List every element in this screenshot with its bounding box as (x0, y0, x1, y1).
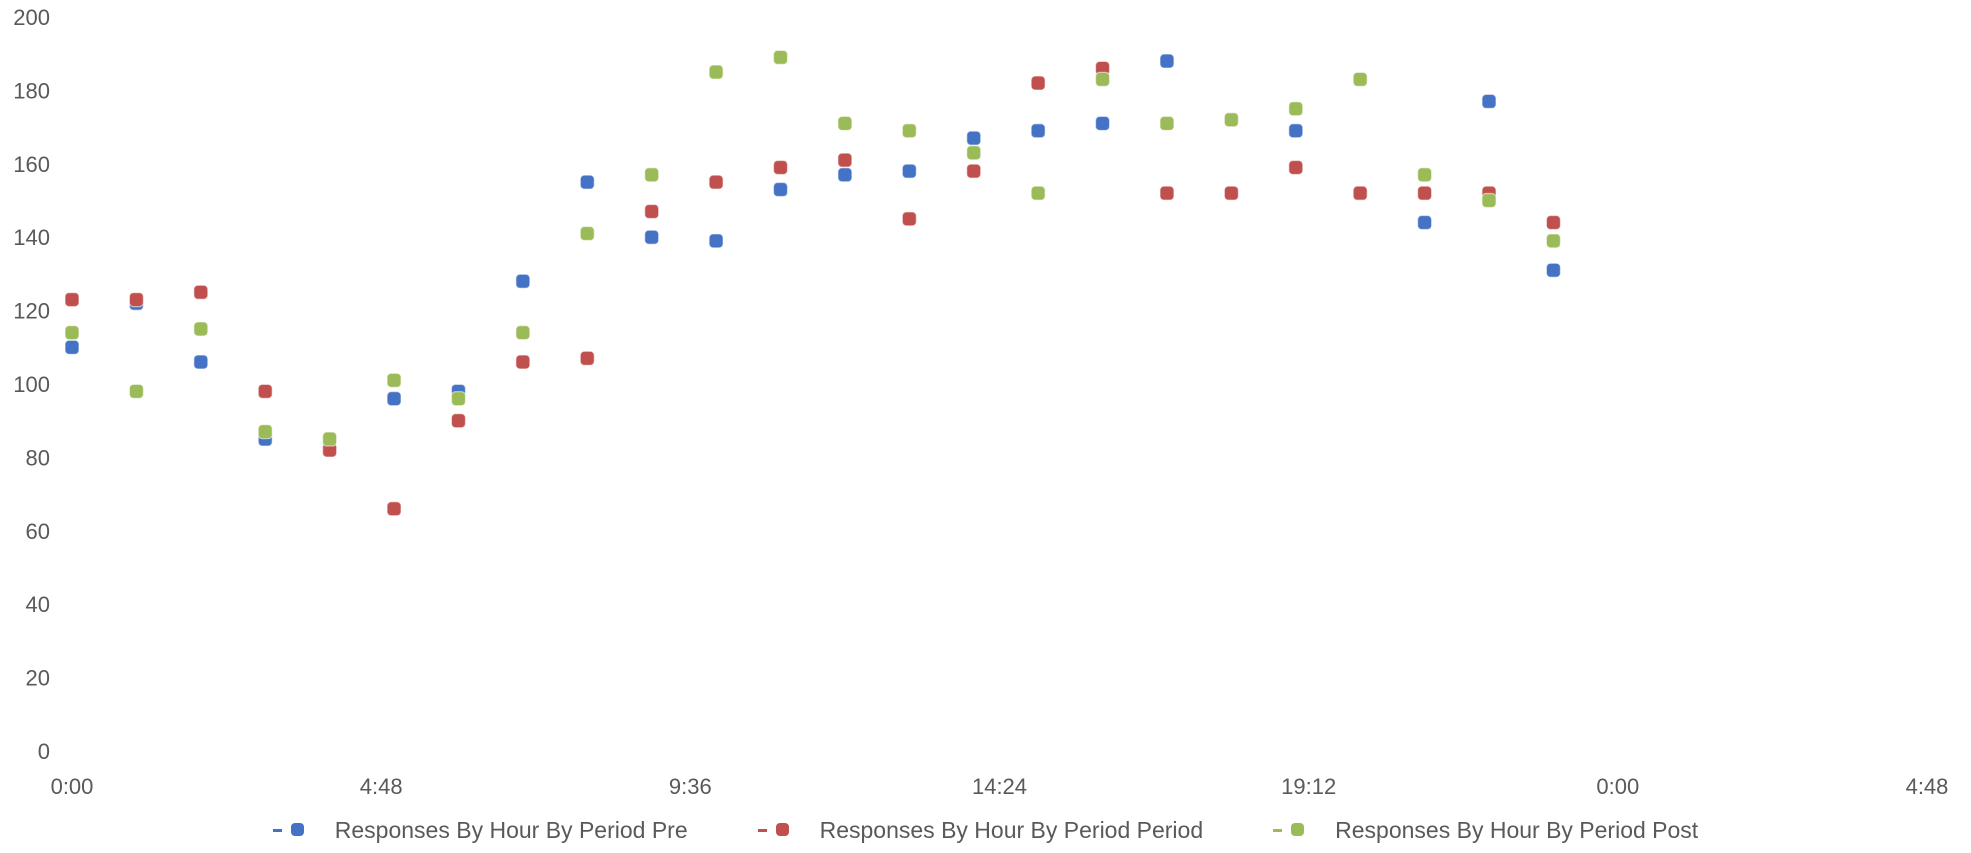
data-point-post[interactable] (1545, 233, 1562, 249)
series-period (64, 60, 1562, 517)
data-point-pre[interactable] (515, 273, 531, 289)
x-tick-label: 0:00 (51, 774, 94, 799)
data-point-pre[interactable] (1288, 123, 1304, 139)
data-point-pre[interactable] (966, 130, 982, 146)
data-point-post[interactable] (966, 145, 982, 161)
y-axis-ticks: 0 20 40 60 80 100 120 140 160 180 200 (13, 5, 50, 764)
data-point-period[interactable] (1223, 185, 1239, 201)
data-point-period[interactable] (450, 413, 467, 429)
plot-area (64, 49, 1562, 517)
x-axis-ticks: 0:00 4:48 9:36 14:24 19:12 0:00 4:48 (51, 774, 1949, 799)
legend-marker-icon-pre (272, 820, 313, 840)
data-point-post[interactable] (1159, 115, 1175, 132)
legend-label-period: Responses By Hour By Period Period (819, 816, 1204, 843)
data-point-post[interactable] (450, 391, 467, 407)
data-point-period[interactable] (1352, 185, 1368, 201)
x-tick-label: 9:36 (669, 774, 712, 799)
data-point-period[interactable] (579, 350, 595, 366)
data-point-period[interactable] (386, 501, 402, 517)
data-point-post[interactable] (128, 383, 145, 399)
y-tick-label: 140 (13, 225, 50, 250)
data-point-period[interactable] (1159, 185, 1175, 201)
data-point-period[interactable] (193, 284, 209, 300)
data-point-post[interactable] (1223, 112, 1239, 128)
series-pre (64, 53, 1562, 458)
data-point-pre[interactable] (1159, 53, 1175, 69)
data-point-pre[interactable] (1094, 115, 1111, 132)
data-point-pre[interactable] (386, 391, 402, 407)
y-tick-label: 60 (26, 519, 50, 544)
legend-item-pre[interactable]: Responses By Hour By Period Pre (272, 816, 688, 844)
chart-legend: Responses By Hour By Period Pre Response… (0, 810, 1971, 850)
series-post (64, 49, 1562, 447)
data-point-period[interactable] (128, 291, 145, 308)
data-point-pre[interactable] (901, 163, 917, 179)
data-point-pre[interactable] (1417, 214, 1433, 231)
data-point-pre[interactable] (579, 174, 595, 190)
data-point-post[interactable] (579, 225, 595, 242)
data-point-post[interactable] (644, 167, 660, 183)
data-point-post[interactable] (64, 325, 80, 341)
y-tick-label: 0 (38, 739, 50, 764)
legend-item-post[interactable]: Responses By Hour By Period Post (1273, 817, 1698, 844)
data-point-post[interactable] (1094, 71, 1111, 87)
data-point-period[interactable] (1288, 159, 1304, 176)
data-point-post[interactable] (1352, 71, 1368, 87)
data-point-period[interactable] (257, 383, 273, 399)
data-point-post[interactable] (386, 372, 402, 388)
y-tick-label: 100 (13, 372, 50, 397)
data-point-period[interactable] (1545, 214, 1562, 231)
data-point-period[interactable] (901, 211, 917, 227)
y-tick-label: 180 (13, 78, 50, 103)
legend-label-pre: Responses By Hour By Period Pre (334, 816, 688, 843)
data-point-post[interactable] (1481, 192, 1497, 209)
data-point-post[interactable] (1417, 167, 1433, 183)
data-point-pre[interactable] (837, 167, 853, 183)
y-tick-label: 120 (13, 299, 50, 324)
y-tick-label: 200 (13, 5, 50, 30)
data-point-period[interactable] (837, 152, 853, 168)
data-point-post[interactable] (193, 321, 209, 337)
data-point-pre[interactable] (644, 229, 660, 245)
data-point-post[interactable] (1288, 101, 1304, 117)
data-point-period[interactable] (966, 163, 982, 179)
data-point-period[interactable] (644, 203, 660, 220)
data-point-period[interactable] (708, 174, 724, 190)
x-tick-label: 19:12 (1281, 774, 1336, 799)
scatter-chart: 0 20 40 60 80 100 120 140 160 180 200 0:00 4:48 9:36… (13, 5, 1949, 799)
data-point-post[interactable] (901, 123, 917, 139)
data-point-post[interactable] (772, 49, 789, 65)
data-point-pre[interactable] (1030, 123, 1046, 139)
data-point-post[interactable] (515, 325, 531, 341)
data-point-pre[interactable] (708, 233, 724, 249)
data-point-pre[interactable] (1545, 262, 1562, 278)
y-tick-label: 40 (26, 592, 50, 617)
data-point-post[interactable] (837, 115, 853, 132)
y-tick-label: 20 (26, 666, 50, 691)
legend-label-post: Responses By Hour By Period Post (1335, 816, 1699, 843)
data-point-period[interactable] (1417, 185, 1433, 201)
x-tick-label: 0:00 (1596, 774, 1639, 799)
data-point-post[interactable] (257, 424, 273, 440)
data-point-period[interactable] (1030, 75, 1046, 91)
legend-item-period[interactable]: Responses By Hour By Period Period (757, 816, 1204, 844)
data-point-period[interactable] (515, 354, 531, 370)
data-point-pre[interactable] (64, 339, 80, 355)
x-tick-label: 14:24 (972, 774, 1027, 799)
data-point-period[interactable] (64, 291, 80, 308)
y-tick-label: 160 (13, 152, 50, 177)
data-point-pre[interactable] (193, 354, 209, 370)
y-tick-label: 80 (26, 445, 50, 470)
data-point-pre[interactable] (1481, 93, 1497, 110)
legend-marker-icon-post (1273, 820, 1313, 840)
data-point-post[interactable] (1030, 185, 1046, 201)
legend-marker-icon-period (757, 820, 798, 840)
data-point-post[interactable] (322, 431, 338, 447)
data-point-post[interactable] (708, 64, 724, 80)
data-point-pre[interactable] (772, 181, 789, 198)
x-tick-label: 4:48 (360, 774, 403, 799)
data-point-period[interactable] (772, 159, 789, 176)
x-tick-label: 4:48 (1906, 774, 1949, 799)
